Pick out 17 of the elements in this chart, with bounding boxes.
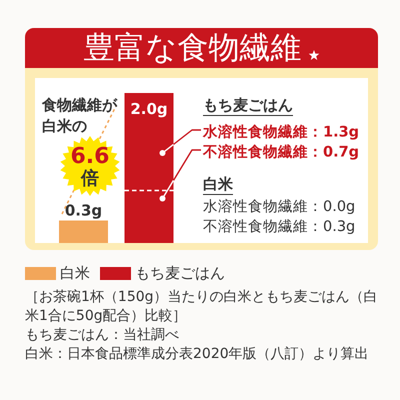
legend-label: もち麦ごはん: [135, 264, 225, 282]
data-label: 水溶性食物繊維：1.3g: [202, 122, 360, 140]
text: もち麦ごはん: [203, 95, 293, 116]
chart-title: 豊富な食物繊維: [84, 29, 302, 68]
data-label: 不溶性食物繊維：0.7g: [202, 142, 360, 160]
text: ［お茶碗1杯（150g）当たりの白米ともち麦ごはん（白米1合に50g配合）比較］: [25, 288, 379, 326]
text: もち麦ごはん：当社調べ: [25, 326, 180, 345]
text: 白米: [203, 174, 233, 195]
text: 水溶性食物繊維：0.0g: [203, 198, 356, 217]
annotation: 食物繊維が白米の: [42, 95, 118, 137]
text: 不溶性食物繊維：0.3g: [203, 218, 356, 237]
total-label: 2.0g: [130, 100, 168, 118]
annotation: 倍: [80, 168, 100, 190]
text: 白米：日本食品標準成分表2020年版（八訂）より算出: [25, 345, 370, 364]
legend-label: 白米: [60, 264, 90, 282]
data-label: 0.3g: [64, 202, 102, 220]
annotation: 6.6: [70, 144, 110, 169]
